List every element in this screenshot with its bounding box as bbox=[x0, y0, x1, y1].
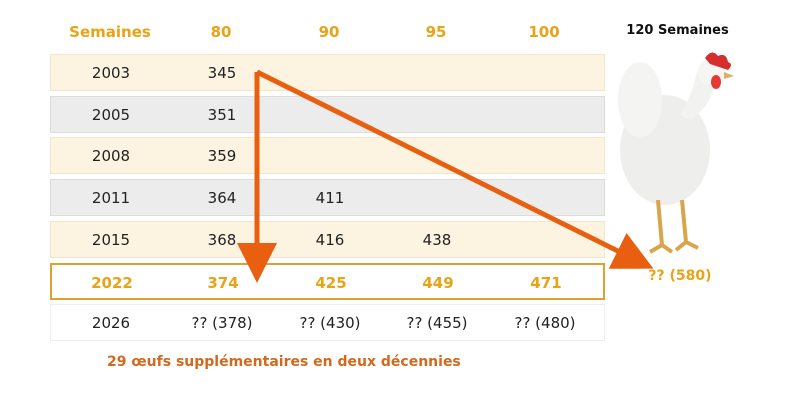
value-cell: 425 bbox=[315, 273, 347, 292]
year-cell: 2015 bbox=[91, 230, 131, 249]
year-cell: 2005 bbox=[91, 105, 131, 124]
value-cell: 364 bbox=[207, 189, 237, 208]
year-cell: 2008 bbox=[91, 147, 131, 166]
value-cell: ?? (430) bbox=[299, 314, 361, 333]
table-row: 2026 ?? (378) ?? (430) ?? (455) ?? (480) bbox=[50, 304, 605, 342]
table-row: 2005 351 bbox=[50, 95, 605, 133]
column-header: Semaines bbox=[69, 23, 151, 41]
year-cell: 2022 bbox=[91, 273, 133, 292]
footnote: 29 œufs supplémentaires en deux décennie… bbox=[107, 354, 461, 370]
value-cell: 471 bbox=[530, 273, 562, 292]
value-cell: 374 bbox=[207, 273, 239, 292]
projection: ?? (580) bbox=[648, 268, 712, 284]
side-title: 120 Semaines bbox=[626, 23, 729, 38]
value-cell: 438 bbox=[422, 230, 452, 249]
value-cell: 345 bbox=[207, 64, 237, 82]
value-cell: ?? (378) bbox=[191, 314, 253, 333]
value-cell: 416 bbox=[315, 230, 345, 249]
arrow bbox=[255, 69, 654, 269]
year-cell: 2011 bbox=[91, 189, 131, 208]
column-header: 95 bbox=[425, 23, 447, 41]
value-cell: 449 bbox=[422, 273, 454, 292]
table-row: 2022 374 425 449 471 bbox=[50, 262, 605, 300]
value-cell: 411 bbox=[315, 189, 345, 208]
value-cell: 359 bbox=[207, 147, 237, 166]
value-cell: 351 bbox=[207, 105, 237, 124]
chicken bbox=[618, 52, 734, 254]
table-row: 2008 359 bbox=[50, 137, 605, 175]
year-cell: 2026 bbox=[91, 314, 131, 333]
year-cell: 2003 bbox=[91, 64, 131, 82]
value-cell: ?? (455) bbox=[406, 314, 468, 333]
table-row: 2015 368 416 438 bbox=[50, 220, 605, 258]
value-cell: ?? (480) bbox=[514, 314, 576, 333]
column-header: 80 bbox=[210, 23, 232, 41]
table-row: 2003 345 bbox=[50, 54, 605, 91]
value-cell: 368 bbox=[207, 230, 237, 249]
column-header: 90 bbox=[318, 23, 340, 41]
column-header: 100 bbox=[528, 23, 560, 41]
